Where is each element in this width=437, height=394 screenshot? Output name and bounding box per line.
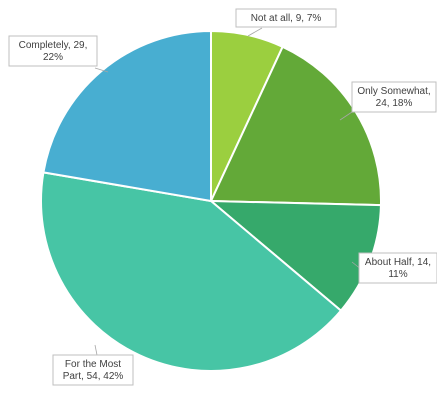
label-text-not-at-all-0: Not at all, 9, 7% [251,13,322,24]
label-text-about-half-0: About Half, 14, [365,257,431,268]
label-box-for-the-most-part [52,354,134,386]
label-box-not-at-all [235,8,337,28]
leader-line-not-at-all [247,27,263,37]
label-text-only-somewhat-1: 24, 18% [376,98,413,109]
label-text-only-somewhat-0: Only Somewhat, [357,86,430,97]
label-text-for-the-most-part-0: For the Most [65,359,121,370]
pie-slice-for-the-most-part [40,171,343,372]
data-label-about-half: About Half, 14,11% [358,252,437,284]
label-box-completely [8,35,98,67]
pie-slice-completely [42,29,212,203]
label-box-only-somewhat [351,81,437,113]
data-label-only-somewhat: Only Somewhat,24, 18% [351,81,437,113]
leader-line-completely [94,67,109,73]
label-text-about-half-1: 11% [388,269,407,280]
data-label-not-at-all: Not at all, 9, 7% [235,8,337,28]
label-text-for-the-most-part-1: Part, 54, 42% [63,371,124,382]
label-box-about-half [358,252,437,284]
label-text-completely-0: Completely, 29, [19,40,88,51]
label-text-completely-1: 22% [43,52,63,63]
data-label-completely: Completely, 29,22% [8,35,98,67]
